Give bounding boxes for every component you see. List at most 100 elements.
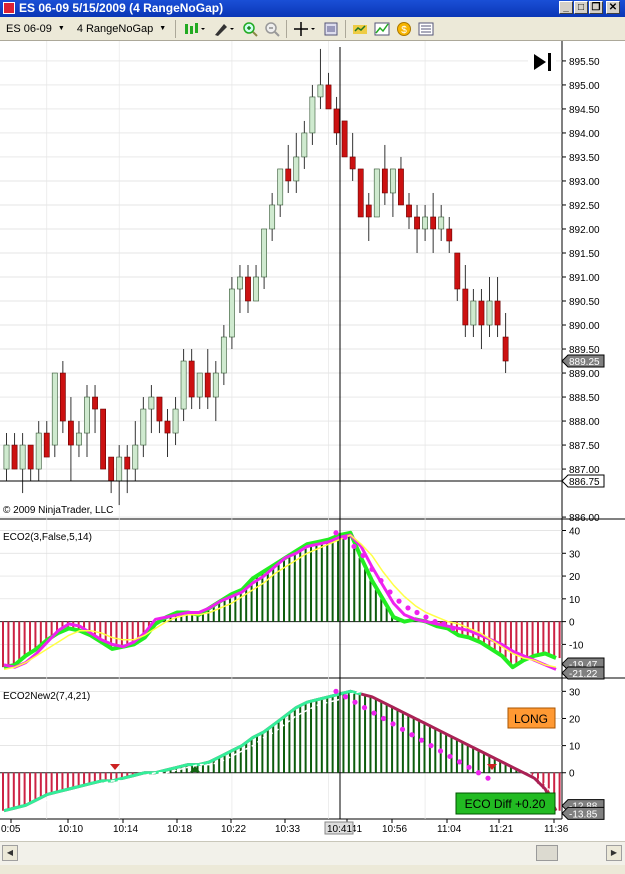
scroll-left-button[interactable]: ◀: [2, 845, 18, 861]
candle-up-body: [220, 336, 227, 374]
indicator-tick-label: 30: [569, 687, 581, 698]
end-bar-icon: [548, 53, 551, 71]
candle-up-body: [470, 300, 477, 326]
candle-down-body: [124, 456, 131, 470]
candle: [389, 168, 396, 217]
candle-down-body: [462, 288, 469, 326]
strategies-icon[interactable]: [351, 20, 369, 38]
candle: [430, 192, 437, 253]
candle-up-body: [212, 372, 219, 398]
candle: [76, 421, 82, 458]
candle: [220, 325, 227, 386]
drawing-tools-icon[interactable]: [211, 20, 237, 38]
app-icon: [3, 2, 15, 14]
scroll-right-button[interactable]: ▶: [606, 845, 622, 861]
svg-text:886.75: 886.75: [569, 477, 600, 488]
eco2new2-lines: [3, 688, 558, 815]
indicator-tick-label: 20: [569, 714, 581, 725]
instrument-selector[interactable]: ES 06-09 ▼: [0, 23, 71, 35]
indicators-icon[interactable]: [373, 20, 391, 38]
candle-down-body: [398, 168, 404, 206]
copyright-text: © 2009 NinjaTrader, LLC: [3, 505, 113, 516]
zoom-out-icon[interactable]: [263, 20, 281, 38]
candle: [148, 385, 155, 434]
orders-icon[interactable]: $: [395, 20, 413, 38]
properties-icon[interactable]: [322, 20, 340, 38]
maximize-button[interactable]: □: [574, 1, 588, 14]
candle: [43, 421, 50, 458]
svg-text:$: $: [401, 25, 407, 36]
candle-down-body: [59, 372, 66, 422]
data-box-icon[interactable]: [417, 20, 435, 38]
instrument-label: ES 06-09: [6, 22, 52, 35]
candle-up-body: [196, 372, 203, 398]
interval-selector[interactable]: 4 RangeNoGap ▼: [71, 23, 172, 35]
candle-down-body: [245, 276, 251, 302]
scroll-thumb[interactable]: [536, 845, 558, 861]
candle: [140, 397, 147, 458]
candle: [333, 96, 340, 145]
indicator-dot-marker: [428, 743, 434, 749]
candle-up-body: [261, 228, 267, 278]
grid-lines: [0, 41, 562, 819]
candle-up-body: [140, 408, 147, 446]
time-tick-label: 10:56: [382, 824, 407, 835]
candlestick-series: [3, 48, 509, 506]
buy-triangle-marker: [190, 766, 200, 772]
minimize-button[interactable]: _: [559, 1, 573, 14]
price-tick-label: 889.50: [569, 345, 600, 356]
candle-up-body: [116, 456, 123, 482]
restore-button[interactable]: ❐: [589, 1, 603, 14]
scroll-to-end-button[interactable]: [528, 49, 556, 75]
eco2new2-teal-line: [3, 689, 362, 813]
candle: [478, 289, 485, 350]
indicator-dot-marker: [405, 605, 411, 611]
candle-down-body: [406, 204, 412, 218]
candle-down-body: [188, 360, 195, 398]
candle: [245, 264, 251, 314]
candle: [27, 444, 34, 482]
candle: [269, 192, 276, 241]
candle: [204, 349, 211, 410]
last-price-tag: 889.25: [561, 354, 605, 368]
indicator-value-tag-box: [561, 806, 605, 820]
candle-up-body: [76, 432, 82, 446]
candle-down-body: [446, 228, 453, 242]
candle-up-body: [84, 396, 90, 434]
bar-style-icon[interactable]: [181, 20, 207, 38]
indicator-tick-label: 20: [569, 572, 581, 583]
candle-down-body: [11, 444, 18, 470]
zoom-in-icon[interactable]: [241, 20, 259, 38]
indicator-dot-marker: [466, 764, 472, 770]
candle-down-body: [494, 300, 501, 326]
chart-canvas[interactable]: 895.50 895.00 894.50 894.00 893.50 893.00 892.…: [0, 41, 625, 841]
indicator-dot-marker: [369, 566, 375, 572]
crosshair-time-tag-label: 10:41: [327, 824, 352, 835]
close-button[interactable]: ✕: [606, 1, 620, 14]
candle-down-body: [108, 456, 115, 482]
candle: [212, 361, 219, 422]
candle: [494, 276, 501, 338]
candle-down-body: [349, 156, 356, 170]
price-tick-label: 886.00: [569, 513, 600, 524]
candle: [3, 433, 10, 482]
horizontal-scrollbar[interactable]: ◀ ▶: [0, 841, 625, 865]
price-tick-label: 895.50: [569, 57, 600, 68]
candle: [285, 144, 292, 193]
candle-up-body: [269, 204, 276, 230]
indicator-dot-marker: [450, 625, 456, 632]
indicator-tick-label: 10: [569, 742, 581, 753]
candle: [84, 385, 90, 458]
candle-up-body: [180, 360, 187, 410]
crosshair-icon[interactable]: [292, 20, 318, 38]
price-tick-label: 888.50: [569, 393, 600, 404]
candle: [35, 421, 42, 482]
indicator-dot-marker: [371, 710, 377, 716]
candle: [502, 313, 509, 374]
chart-toolbar: ES 06-09 ▼ 4 RangeNoGap ▼ $: [0, 17, 625, 41]
price-tick-label: 895.00: [569, 81, 600, 92]
time-tick-label: 10:33: [275, 824, 300, 835]
candle: [229, 276, 235, 350]
time-tick-label: 10:10: [58, 824, 83, 835]
indicator-dot-marker: [456, 759, 463, 765]
